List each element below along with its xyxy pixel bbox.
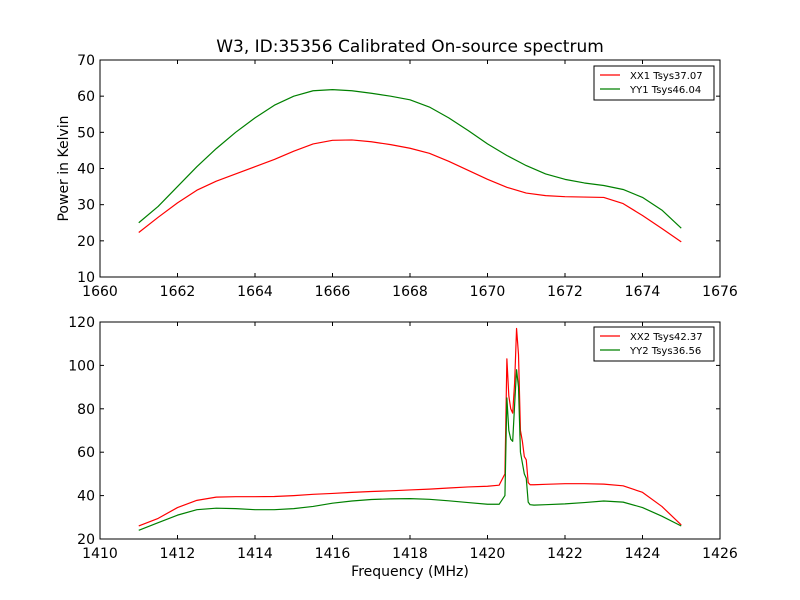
x-tick-label: 1424 xyxy=(625,546,661,562)
x-tick-label: 1664 xyxy=(237,284,273,300)
x-tick-label: 1662 xyxy=(160,284,196,300)
x-tick-label: 1412 xyxy=(160,546,196,562)
series-line-2-1 xyxy=(138,327,682,527)
y-tick-label: 100 xyxy=(68,358,95,374)
y-tick-label: 60 xyxy=(77,89,95,105)
y-tick-label: 80 xyxy=(77,402,95,418)
y-tick-label: 30 xyxy=(77,198,95,214)
y-tick-label: 40 xyxy=(77,489,95,505)
x-tick-label: 1668 xyxy=(392,284,428,300)
x-tick-label: 1410 xyxy=(82,546,118,562)
y-tick-label: 70 xyxy=(77,53,95,69)
x-tick-label: 1660 xyxy=(82,284,118,300)
series-line-1-2 xyxy=(138,89,682,229)
y-axis-label: Power in Kelvin xyxy=(56,115,72,221)
legend-label: YY2 Tsys36.56 xyxy=(629,346,701,357)
x-tick-label: 1670 xyxy=(470,284,506,300)
y-tick-label: 40 xyxy=(77,162,95,178)
legend-box-2 xyxy=(593,326,715,362)
x-tick-label: 1666 xyxy=(315,284,351,300)
x-tick-label: 1422 xyxy=(547,546,583,562)
x-axis-label: Frequency (MHz) xyxy=(351,564,469,580)
x-tick-label: 1674 xyxy=(625,284,661,300)
bottom-plot: 1410 1412 1414 1416 1418 1420 1422 1424 1426 20 40… xyxy=(68,315,738,580)
series-line-1-1 xyxy=(138,139,682,243)
x-tick-label: 1426 xyxy=(702,546,738,562)
x-tick-label: 1672 xyxy=(547,284,583,300)
x-tick-label: 1676 xyxy=(702,284,738,300)
top-plot: 1660 1662 1664 1666 1668 1670 1672 1674 1676 10 20… xyxy=(56,53,738,300)
x-tick-label: 1420 xyxy=(470,546,506,562)
x-tick-label: 1414 xyxy=(237,546,273,562)
chart-title: W3, ID:35356 Calibrated On-source spectr… xyxy=(216,37,604,57)
y-tick-label: 20 xyxy=(77,532,95,548)
legend-label: YY1 Tsys46.04 xyxy=(629,85,701,96)
legend-label: XX1 Tsys37.07 xyxy=(630,71,703,82)
legend-label: XX2 Tsys42.37 xyxy=(630,332,703,343)
y-tick-label: 10 xyxy=(77,270,95,286)
y-tick-label: 20 xyxy=(77,234,95,250)
y-tick-label: 50 xyxy=(77,125,95,141)
y-tick-label: 120 xyxy=(68,315,95,331)
series-line-2-2 xyxy=(138,369,682,531)
legend-box-1 xyxy=(593,65,715,101)
x-tick-label: 1416 xyxy=(315,546,351,562)
x-tick-label: 1418 xyxy=(392,546,428,562)
y-tick-label: 60 xyxy=(77,445,95,461)
